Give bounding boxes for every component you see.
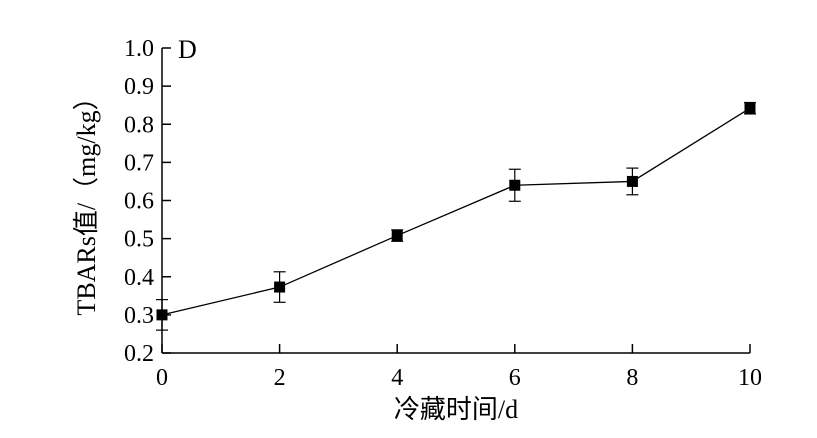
y-tick-label: 0.9: [124, 74, 154, 100]
y-tick-label: 0.8: [124, 112, 154, 138]
x-tick-label: 6: [509, 365, 521, 391]
y-tick-label: 0.5: [124, 227, 154, 253]
x-tick-label: 0: [156, 365, 168, 391]
y-tick-label: 0.2: [124, 341, 154, 367]
x-axis-title: 冷藏时间/d: [394, 395, 518, 424]
y-tick-label: 0.7: [124, 150, 154, 176]
x-tick-label: 4: [391, 365, 403, 391]
y-ticks: 0.2 0.3 0.4 0.5 0.6 0.7 0.8 0.9 1.0: [124, 36, 171, 367]
x-tick-label: 10: [738, 365, 762, 391]
y-axis-title: TBARs值/（mg/kg）: [72, 84, 101, 315]
x-ticks: 0 2 4 6 8 10: [156, 344, 762, 391]
axes: [161, 48, 750, 354]
panel-label: D: [178, 35, 197, 64]
x-tick-label: 8: [626, 365, 638, 391]
data-point: [626, 175, 638, 187]
y-tick-label: 0.6: [124, 189, 154, 215]
data-point: [391, 230, 403, 242]
x-tick-label: 2: [274, 365, 286, 391]
data-point: [509, 179, 521, 191]
data-point: [744, 102, 756, 114]
data-point: [274, 281, 286, 293]
y-tick-label: 0.3: [124, 303, 154, 329]
data-point: [156, 309, 168, 321]
series-line: [161, 107, 751, 316]
y-tick-label: 1.0: [124, 36, 154, 62]
series-layer: [156, 101, 756, 331]
y-tick-label: 0.4: [124, 265, 154, 291]
